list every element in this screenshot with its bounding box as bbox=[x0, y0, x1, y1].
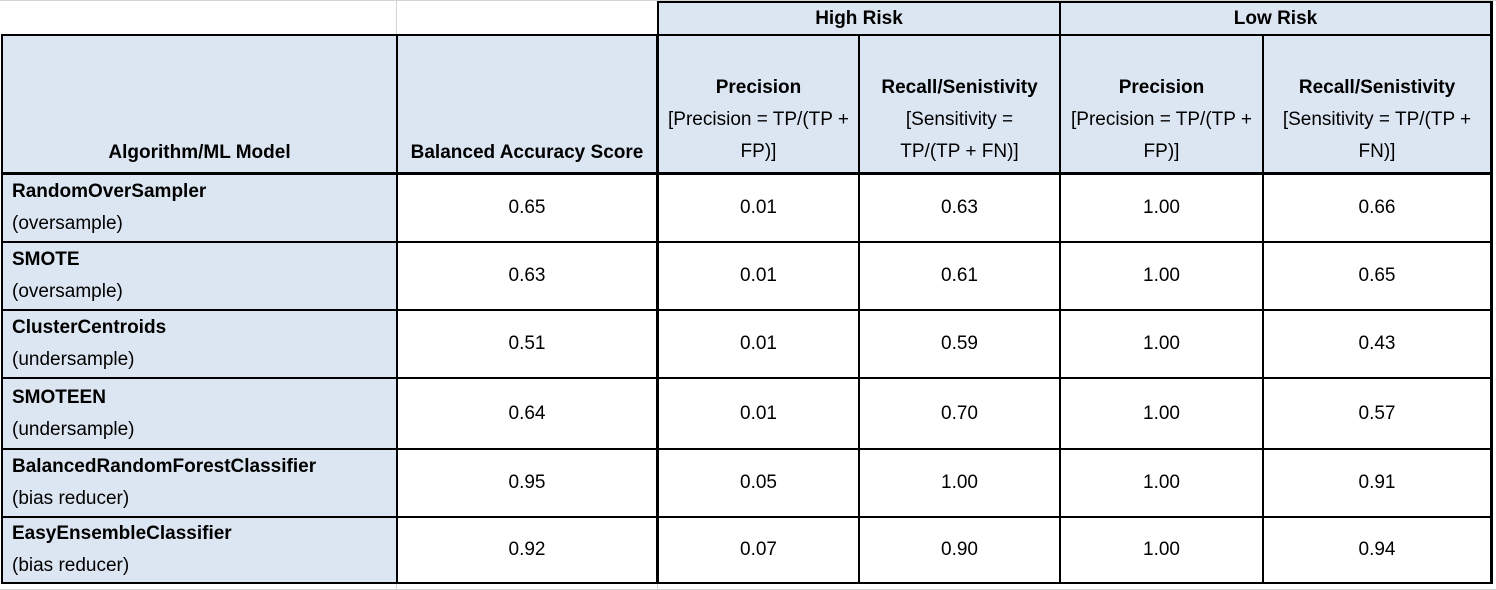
table-row-2-lr-recall: 0.43 bbox=[1358, 333, 1396, 354]
header-hr-precision-title: Precision bbox=[715, 77, 802, 98]
table-row-1-bas: 0.63 bbox=[508, 265, 546, 286]
header-hr-precision-formula: [Precision = TP/(TP + FP)] bbox=[668, 109, 849, 162]
table-row-4-lr-precision: 1.00 bbox=[1143, 472, 1180, 493]
border-line bbox=[657, 1, 1492, 3]
header-lr-precision: Precision [Precision = TP/(TP + FP)] bbox=[1061, 36, 1262, 173]
table-row-5-lr-precision: 1.00 bbox=[1143, 539, 1180, 560]
border-line bbox=[1, 34, 1493, 36]
model-type: (undersample) bbox=[12, 349, 135, 370]
model-name: SMOTEEN bbox=[12, 386, 106, 408]
border-line bbox=[657, 1, 659, 35]
header-model: Algorithm/ML Model bbox=[3, 36, 396, 173]
model-name: SMOTE bbox=[12, 249, 80, 270]
header-balanced-accuracy-label: Balanced Accuracy Score bbox=[410, 142, 644, 163]
table-row-2-hr-precision: 0.01 bbox=[740, 333, 777, 354]
model-type: (oversample) bbox=[12, 281, 123, 302]
table-row-4-hr-precision: 0.05 bbox=[740, 472, 777, 493]
table-row-0-model: RandomOverSampler (oversample) bbox=[3, 175, 396, 241]
border-line bbox=[1, 448, 1493, 450]
model-name: EasyEnsembleClassifier bbox=[12, 523, 232, 544]
header-model-label: Algorithm/ML Model bbox=[108, 142, 291, 163]
model-type: (bias reducer) bbox=[12, 555, 130, 576]
border-line bbox=[1059, 1, 1061, 35]
table-row-0-hr-precision: 0.01 bbox=[740, 197, 777, 218]
table-row-5-model: EasyEnsembleClassifier (bias reducer) bbox=[3, 518, 396, 582]
border-line bbox=[1, 582, 1493, 584]
table-row-3-model: SMOTEEN (undersample) bbox=[3, 379, 396, 448]
border-line bbox=[1, 309, 1493, 311]
table-row-0-lr-precision: 1.00 bbox=[1143, 197, 1180, 218]
header-lr-recall-title: Recall/Senistivity bbox=[1298, 77, 1456, 98]
header-balanced-accuracy: Balanced Accuracy Score bbox=[398, 36, 656, 173]
table-row-2-hr-recall: 0.59 bbox=[941, 333, 978, 354]
table-row-0-hr-recall: 0.63 bbox=[941, 197, 978, 218]
header-lr-recall: Recall/Senistivity [Sensitivity = TP/(TP… bbox=[1264, 36, 1490, 173]
table-row-4-bas: 0.95 bbox=[508, 472, 546, 493]
header-hr-precision: Precision [Precision = TP/(TP + FP)] bbox=[659, 36, 858, 173]
model-type: (oversample) bbox=[12, 213, 123, 234]
model-name: ClusterCentroids bbox=[12, 317, 167, 338]
table-row-3-lr-recall: 0.57 bbox=[1358, 402, 1396, 424]
header-lr-precision-formula: [Precision = TP/(TP + FP)] bbox=[1071, 109, 1252, 162]
table-row-2-bas: 0.51 bbox=[508, 333, 546, 354]
model-type: (bias reducer) bbox=[12, 488, 130, 509]
model-name: RandomOverSampler bbox=[12, 181, 207, 202]
table-row-5-hr-recall: 0.90 bbox=[941, 539, 978, 560]
border-line bbox=[1, 172, 1493, 175]
table-row-0-bas: 0.65 bbox=[508, 197, 546, 218]
table-row-3-bas: 0.64 bbox=[508, 402, 546, 424]
border-line bbox=[1490, 1, 1493, 35]
table-row-4-lr-recall: 0.91 bbox=[1358, 472, 1396, 493]
table-row-5-bas: 0.92 bbox=[508, 539, 546, 560]
header-hr-recall: Recall/Senistivity [Sensitivity = TP/(TP… bbox=[860, 36, 1059, 173]
group-header-low-risk: Low Risk bbox=[1061, 3, 1490, 34]
table-row-5-lr-recall: 0.94 bbox=[1358, 539, 1396, 560]
gridline bbox=[0, 0, 1496, 1]
table-row-1-lr-recall: 0.65 bbox=[1358, 265, 1396, 286]
model-type: (undersample) bbox=[12, 418, 135, 440]
table-row-4-hr-recall: 1.00 bbox=[941, 472, 978, 493]
table-row-1-hr-precision: 0.01 bbox=[740, 265, 777, 286]
border-line bbox=[1, 516, 1493, 518]
border-line bbox=[1, 377, 1493, 379]
model-name: BalancedRandomForestClassifier bbox=[12, 456, 317, 477]
header-lr-precision-title: Precision bbox=[1118, 77, 1205, 98]
table-row-3-hr-recall: 0.70 bbox=[941, 402, 978, 424]
table-row-1-model: SMOTE (oversample) bbox=[3, 243, 396, 309]
table-row-2-model: ClusterCentroids (undersample) bbox=[3, 311, 396, 377]
table-row-3-lr-precision: 1.00 bbox=[1143, 402, 1180, 424]
group-header-high-risk: High Risk bbox=[659, 3, 1059, 34]
table-row-3-hr-precision: 0.01 bbox=[740, 402, 777, 424]
header-hr-recall-title: Recall/Senistivity bbox=[881, 77, 1038, 98]
table-row-2-lr-precision: 1.00 bbox=[1143, 333, 1180, 354]
border-line bbox=[1, 241, 1493, 243]
header-hr-recall-formula: [Sensitivity = TP/(TP + FN)] bbox=[900, 109, 1019, 162]
table-row-5-hr-precision: 0.07 bbox=[740, 539, 777, 560]
table-row-0-lr-recall: 0.66 bbox=[1358, 197, 1396, 218]
table-row-1-lr-precision: 1.00 bbox=[1143, 265, 1180, 286]
table-row-1-hr-recall: 0.61 bbox=[941, 265, 978, 286]
table-row-4-model: BalancedRandomForestClassifier (bias redu… bbox=[3, 450, 396, 516]
header-lr-recall-formula: [Sensitivity = TP/(TP + FN)] bbox=[1282, 109, 1472, 162]
